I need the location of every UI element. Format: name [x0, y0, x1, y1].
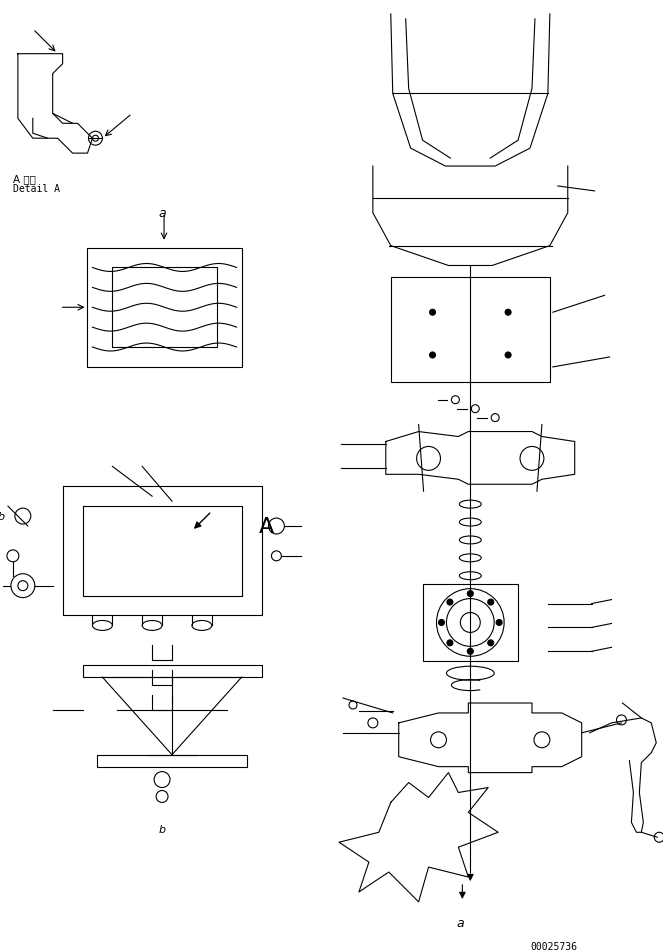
Circle shape	[505, 310, 511, 316]
Circle shape	[488, 640, 494, 646]
Text: a: a	[456, 916, 464, 929]
Bar	[98, 755, 246, 767]
Text: b: b	[159, 824, 165, 835]
Text: Detail A: Detail A	[13, 184, 60, 194]
Text: 00025736: 00025736	[530, 941, 577, 951]
Circle shape	[447, 640, 453, 646]
Circle shape	[430, 310, 436, 316]
Circle shape	[447, 600, 453, 605]
Text: A 詳細: A 詳細	[13, 174, 36, 184]
Circle shape	[430, 352, 436, 359]
Circle shape	[467, 648, 473, 655]
Bar	[82, 665, 262, 678]
Circle shape	[496, 620, 502, 625]
Circle shape	[505, 352, 511, 359]
Text: b: b	[0, 511, 5, 522]
Circle shape	[438, 620, 444, 625]
Circle shape	[467, 591, 473, 597]
Text: A: A	[259, 517, 274, 537]
Text: a: a	[158, 207, 166, 220]
Bar	[88, 248, 242, 367]
Bar	[112, 268, 216, 347]
Bar	[391, 278, 550, 383]
Circle shape	[488, 600, 494, 605]
Bar	[422, 585, 518, 662]
